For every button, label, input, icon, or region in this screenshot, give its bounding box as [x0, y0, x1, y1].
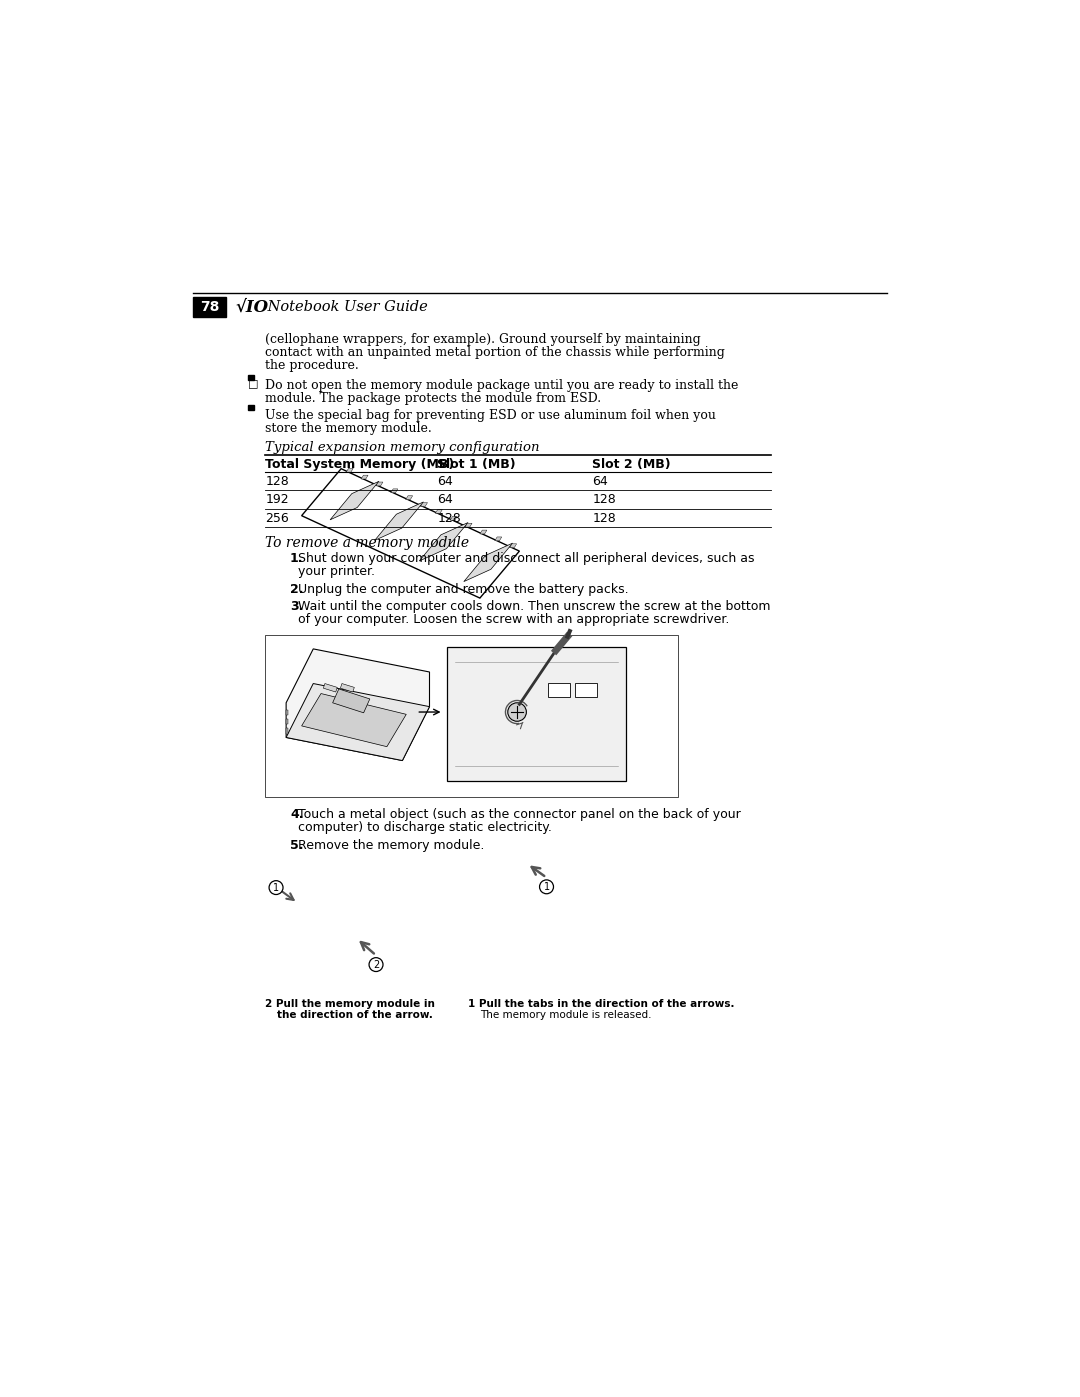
Text: your printer.: your printer.	[298, 564, 375, 578]
Polygon shape	[333, 689, 369, 712]
Text: Slot 1 (MB): Slot 1 (MB)	[437, 458, 516, 471]
Polygon shape	[465, 524, 472, 527]
Text: 1 Pull the tabs in the direction of the arrows.: 1 Pull the tabs in the direction of the …	[469, 999, 734, 1009]
Text: (cellophane wrappers, for example). Ground yourself by maintaining: (cellophane wrappers, for example). Grou…	[266, 334, 701, 346]
Text: Total System Memory (MB): Total System Memory (MB)	[266, 458, 455, 471]
Text: Slot 2 (MB): Slot 2 (MB)	[592, 458, 671, 471]
Bar	[248, 405, 254, 411]
Text: 64: 64	[437, 493, 453, 506]
Text: 2 Pull the memory module in: 2 Pull the memory module in	[266, 999, 435, 1009]
Text: Typical expansion memory configuration: Typical expansion memory configuration	[266, 441, 540, 454]
Text: Remove the memory module.: Remove the memory module.	[298, 840, 484, 852]
Polygon shape	[420, 503, 428, 507]
Text: module. The package protects the module from ESD.: module. The package protects the module …	[266, 391, 602, 405]
Polygon shape	[480, 529, 487, 534]
Text: □: □	[248, 379, 258, 388]
Bar	[193, 298, 226, 317]
Text: 78: 78	[200, 300, 219, 314]
Text: 192: 192	[266, 493, 288, 506]
Bar	[447, 647, 625, 781]
Polygon shape	[463, 543, 513, 581]
Text: store the memory module.: store the memory module.	[266, 422, 432, 434]
Text: Unplug the computer and remove the battery packs.: Unplug the computer and remove the batte…	[298, 583, 629, 595]
Text: the procedure.: the procedure.	[266, 359, 359, 373]
Circle shape	[369, 958, 383, 971]
Polygon shape	[391, 489, 397, 493]
Text: 5.: 5.	[291, 840, 303, 852]
Text: 2: 2	[373, 960, 379, 970]
Text: Use the special bag for preventing ESD or use aluminum foil when you: Use the special bag for preventing ESD o…	[266, 409, 716, 422]
Text: Wait until the computer cools down. Then unscrew the screw at the bottom: Wait until the computer cools down. Then…	[298, 601, 770, 613]
Polygon shape	[286, 719, 288, 725]
Text: Touch a metal object (such as the connector panel on the back of your: Touch a metal object (such as the connec…	[298, 809, 741, 821]
Polygon shape	[361, 475, 368, 479]
Polygon shape	[286, 683, 430, 760]
Text: 128: 128	[592, 493, 616, 506]
Polygon shape	[286, 710, 288, 715]
Text: computer) to discharge static electricity.: computer) to discharge static electricit…	[298, 821, 552, 834]
Polygon shape	[301, 469, 519, 598]
Text: To remove a memory module: To remove a memory module	[266, 536, 470, 550]
Polygon shape	[419, 522, 468, 562]
Polygon shape	[495, 536, 502, 541]
Text: 64: 64	[437, 475, 453, 488]
Text: contact with an unpainted metal portion of the chassis while performing: contact with an unpainted metal portion …	[266, 346, 725, 359]
Text: Do not open the memory module package until you are ready to install the: Do not open the memory module package un…	[266, 379, 739, 391]
Polygon shape	[323, 683, 337, 692]
Circle shape	[508, 703, 526, 721]
Text: 1: 1	[543, 882, 550, 891]
Polygon shape	[450, 517, 457, 520]
Text: 128: 128	[437, 511, 461, 525]
Polygon shape	[375, 502, 423, 541]
Text: 64: 64	[592, 475, 608, 488]
Text: √IO: √IO	[235, 299, 269, 316]
Text: the direction of the arrow.: the direction of the arrow.	[276, 1010, 433, 1020]
Polygon shape	[347, 468, 353, 472]
Text: 1.: 1.	[291, 552, 303, 564]
Polygon shape	[510, 543, 516, 548]
Circle shape	[540, 880, 554, 894]
Text: The memory module is released.: The memory module is released.	[480, 1010, 651, 1020]
Polygon shape	[406, 496, 413, 500]
Text: 3.: 3.	[291, 601, 303, 613]
Text: of your computer. Loosen the screw with an appropriate screwdriver.: of your computer. Loosen the screw with …	[298, 613, 729, 626]
Text: 1: 1	[273, 883, 279, 893]
Polygon shape	[376, 482, 383, 486]
Polygon shape	[301, 693, 406, 746]
Polygon shape	[340, 683, 354, 692]
Text: Shut down your computer and disconnect all peripheral devices, such as: Shut down your computer and disconnect a…	[298, 552, 754, 564]
Polygon shape	[435, 510, 443, 513]
Text: 256: 256	[266, 511, 289, 525]
Bar	[266, 636, 677, 796]
Bar	[548, 683, 570, 697]
Text: 2.: 2.	[291, 583, 303, 595]
Circle shape	[269, 880, 283, 894]
Polygon shape	[286, 728, 288, 733]
Bar	[576, 683, 597, 697]
Text: 128: 128	[266, 475, 289, 488]
Text: 4.: 4.	[291, 809, 303, 821]
Text: 128: 128	[592, 511, 616, 525]
Bar	[248, 374, 254, 380]
Polygon shape	[286, 648, 430, 760]
Polygon shape	[330, 482, 379, 520]
Text: Notebook User Guide: Notebook User Guide	[262, 300, 428, 314]
